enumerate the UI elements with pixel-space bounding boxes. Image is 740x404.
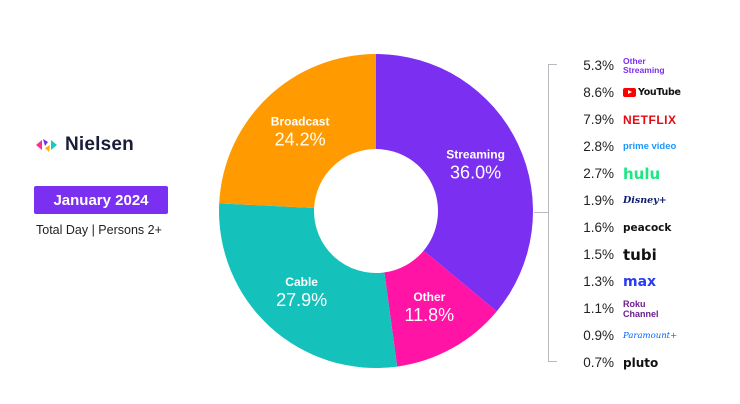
breakdown-bracket-tick xyxy=(534,212,548,213)
breakdown-value: 1.5% xyxy=(583,247,614,262)
breakdown-row: 2.8% prime video xyxy=(560,133,740,160)
slice-value-streaming: 36.0% xyxy=(450,162,501,182)
nielsen-logo: Nielsen xyxy=(36,134,134,156)
breakdown-value: 1.9% xyxy=(583,193,614,208)
breakdown-value: 8.6% xyxy=(583,85,614,100)
slice-label-cable: Cable xyxy=(285,275,318,289)
breakdown-logo: prime video xyxy=(623,141,676,152)
breakdown-bracket xyxy=(548,64,557,362)
breakdown-row: 8.6% YouTube xyxy=(560,79,740,106)
slice-label-other: Other xyxy=(413,290,445,304)
breakdown-logo-text: max xyxy=(623,273,657,290)
breakdown-logo-text: YouTube xyxy=(638,87,681,98)
breakdown-value: 7.9% xyxy=(583,112,614,127)
breakdown-row: 2.7% hulu xyxy=(560,160,740,187)
slice-value-other: 11.8% xyxy=(404,305,454,325)
breakdown-logo-text: Roku Channel xyxy=(623,298,659,319)
audience-label: Total Day | Persons 2+ xyxy=(36,223,162,237)
breakdown-row: 0.7% pluto xyxy=(560,349,740,376)
slice-other xyxy=(384,250,497,367)
breakdown-logo-text: pluto xyxy=(623,355,659,370)
breakdown-logo: tubi xyxy=(623,246,657,264)
slice-broadcast xyxy=(219,54,376,208)
nielsen-mark-icon xyxy=(36,139,57,152)
slice-label-streaming: Streaming xyxy=(446,147,505,161)
breakdown-value: 5.3% xyxy=(583,58,614,73)
breakdown-logo: Other Streaming xyxy=(623,55,665,75)
breakdown-row: 1.5% tubi xyxy=(560,241,740,268)
breakdown-logo: YouTube xyxy=(623,87,681,98)
breakdown-logo-text: Disney+ xyxy=(623,195,667,206)
breakdown-row: 7.9% NETFLIX xyxy=(560,106,740,133)
breakdown-row: 1.3% max xyxy=(560,268,740,295)
breakdown-value: 2.8% xyxy=(583,139,614,154)
breakdown-logo-text: prime video xyxy=(623,141,677,152)
slice-label-broadcast: Broadcast xyxy=(271,114,330,128)
breakdown-logo-text: NETFLIX xyxy=(623,112,677,127)
period-badge: January 2024 xyxy=(34,186,168,214)
brand-name: Nielsen xyxy=(65,134,134,155)
breakdown-logo: Roku Channel xyxy=(623,299,659,319)
breakdown-value: 1.1% xyxy=(583,301,614,316)
breakdown-value: 1.3% xyxy=(583,274,614,289)
breakdown-row: 1.6% peacock xyxy=(560,214,740,241)
breakdown-logo-text: peacock xyxy=(623,221,672,234)
breakdown-logo: Disney+ xyxy=(623,195,667,206)
breakdown-logo: hulu xyxy=(623,165,660,183)
slice-value-cable: 27.9% xyxy=(276,290,327,310)
breakdown-logo-text: Other Streaming xyxy=(623,55,665,75)
breakdown-logo: NETFLIX xyxy=(623,113,677,127)
youtube-play-icon xyxy=(623,88,636,97)
breakdown-value: 0.9% xyxy=(583,328,614,343)
breakdown-logo: peacock xyxy=(623,222,671,234)
breakdown-row: 1.9% Disney+ xyxy=(560,187,740,214)
breakdown-logo-text: tubi xyxy=(623,245,657,264)
breakdown-value: 1.6% xyxy=(583,220,614,235)
streaming-breakdown-list: 5.3% Other Streaming 8.6% YouTube 7.9% NETFLI… xyxy=(560,52,740,376)
breakdown-logo: Paramount+ xyxy=(623,331,677,341)
breakdown-value: 0.7% xyxy=(583,355,614,370)
breakdown-value: 2.7% xyxy=(583,166,614,181)
breakdown-logo-text: hulu xyxy=(623,164,661,183)
breakdown-row: 0.9% Paramount+ xyxy=(560,322,740,349)
breakdown-logo: pluto xyxy=(623,356,658,370)
breakdown-row: 1.1% Roku Channel xyxy=(560,295,740,322)
breakdown-logo-text: Paramount+ xyxy=(623,330,678,341)
breakdown-row: 5.3% Other Streaming xyxy=(560,52,740,79)
slice-value-broadcast: 24.2% xyxy=(275,129,326,149)
slice-cable xyxy=(218,203,398,368)
breakdown-logo: max xyxy=(623,274,656,290)
slice-streaming xyxy=(376,54,533,312)
